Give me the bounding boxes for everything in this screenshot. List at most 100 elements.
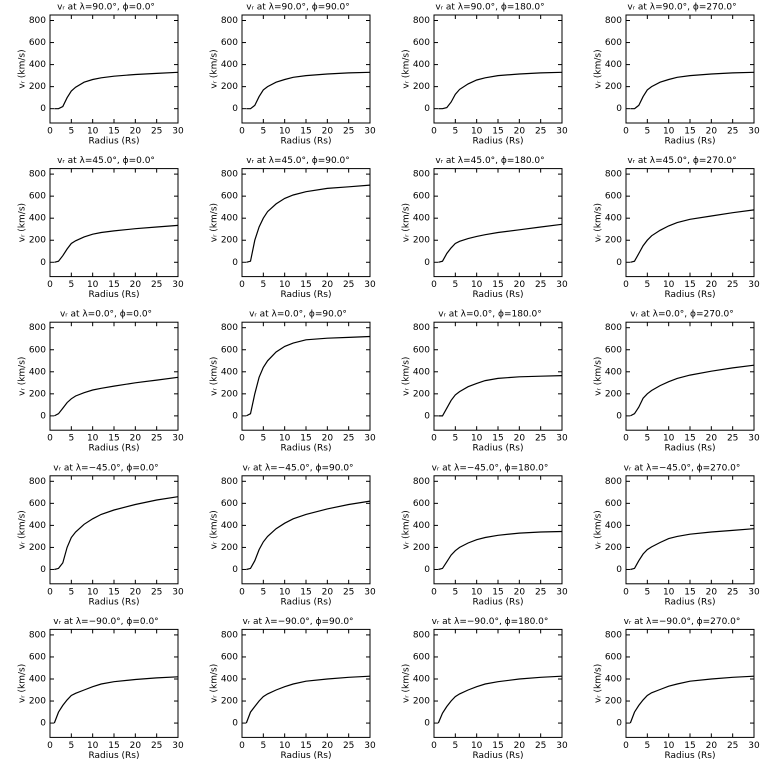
y-tick-label: 400 xyxy=(413,367,430,377)
x-tick-label: 15 xyxy=(684,587,695,597)
x-axis-label: Radius (Rs) xyxy=(280,597,331,607)
y-tick-label: 400 xyxy=(605,521,622,531)
y-tick-label: 400 xyxy=(413,674,430,684)
plot-frame xyxy=(625,628,755,738)
y-tick-label: 200 xyxy=(221,543,238,553)
plot-frame xyxy=(433,14,563,124)
y-tick-label: 200 xyxy=(221,697,238,707)
x-tick-label: 25 xyxy=(535,127,546,137)
y-tick-label: 400 xyxy=(221,367,238,377)
y-tick-label: 200 xyxy=(605,236,622,246)
y-tick-label: 0 xyxy=(616,258,622,268)
x-tick-label: 15 xyxy=(108,741,119,751)
x-tick-label: 0 xyxy=(239,741,245,751)
x-tick-label: 15 xyxy=(684,127,695,137)
y-tick-label: 600 xyxy=(413,38,430,48)
x-tick-label: 0 xyxy=(623,741,629,751)
x-axis-label: Radius (Rs) xyxy=(472,290,523,300)
x-tick-label: 20 xyxy=(514,741,526,751)
x-tick-label: 15 xyxy=(492,434,503,444)
y-tick-label: 200 xyxy=(605,389,622,399)
x-tick-label: 10 xyxy=(279,587,291,597)
x-tick-label: 10 xyxy=(471,127,483,137)
x-tick-label: 30 xyxy=(748,127,760,137)
y-tick-label: 400 xyxy=(221,674,238,684)
data-line xyxy=(245,675,371,724)
x-tick-label: 20 xyxy=(706,434,718,444)
y-tick-label: 0 xyxy=(40,565,46,575)
x-tick-label: 0 xyxy=(47,127,53,137)
chart-title: vᵣ at λ=45.0°, ϕ=180.0° xyxy=(435,156,544,166)
data-line xyxy=(630,364,755,417)
x-tick-label: 10 xyxy=(87,127,99,137)
plot-frame xyxy=(241,628,371,738)
x-tick-label: 25 xyxy=(151,280,162,290)
x-tick-label: 5 xyxy=(68,127,74,137)
x-tick-label: 10 xyxy=(471,280,483,290)
x-tick-label: 10 xyxy=(471,587,483,597)
data-line xyxy=(438,530,563,571)
plot-frame xyxy=(49,628,179,738)
x-tick-label: 5 xyxy=(452,280,458,290)
y-axis-label: vᵣ (km/s) xyxy=(210,49,220,88)
x-axis-label: Radius (Rs) xyxy=(664,751,715,761)
data-line xyxy=(54,376,179,417)
x-tick-label: 25 xyxy=(727,587,738,597)
y-tick-label: 400 xyxy=(605,60,622,70)
x-axis-label: Radius (Rs) xyxy=(664,290,715,300)
x-tick-label: 15 xyxy=(492,127,503,137)
y-tick-label: 400 xyxy=(29,60,46,70)
y-tick-label: 200 xyxy=(413,543,430,553)
x-tick-label: 20 xyxy=(130,280,142,290)
y-tick-label: 0 xyxy=(232,719,238,729)
chart-title: vᵣ at λ=45.0°, ϕ=90.0° xyxy=(246,156,350,166)
x-tick-label: 30 xyxy=(556,587,568,597)
x-tick-label: 5 xyxy=(260,127,266,137)
y-tick-label: 800 xyxy=(221,170,238,180)
y-tick-label: 0 xyxy=(424,565,430,575)
x-tick-label: 5 xyxy=(68,587,74,597)
y-tick-label: 0 xyxy=(616,565,622,575)
x-tick-label: 30 xyxy=(172,434,184,444)
chart-title: vᵣ at λ=−45.0°, ϕ=180.0° xyxy=(432,463,549,473)
y-tick-label: 600 xyxy=(221,499,238,509)
chart-title: vᵣ at λ=90.0°, ϕ=270.0° xyxy=(627,3,736,13)
y-tick-label: 800 xyxy=(605,323,622,333)
y-axis-label: vᵣ (km/s) xyxy=(210,510,220,549)
x-tick-label: 30 xyxy=(748,280,760,290)
x-tick-label: 15 xyxy=(300,127,311,137)
y-tick-label: 600 xyxy=(29,192,46,202)
chart-title: vᵣ at λ=0.0°, ϕ=90.0° xyxy=(249,310,347,320)
y-tick-label: 800 xyxy=(29,323,46,333)
x-tick-label: 20 xyxy=(322,587,334,597)
x-tick-label: 25 xyxy=(343,280,354,290)
y-axis-label: vᵣ (km/s) xyxy=(402,664,412,703)
x-tick-label: 10 xyxy=(663,434,675,444)
y-tick-label: 600 xyxy=(29,652,46,662)
chart-title: vᵣ at λ=−90.0°, ϕ=270.0° xyxy=(624,617,741,627)
y-tick-label: 400 xyxy=(221,521,238,531)
y-tick-label: 400 xyxy=(605,367,622,377)
x-tick-label: 20 xyxy=(322,434,334,444)
chart-title: vᵣ at λ=45.0°, ϕ=0.0° xyxy=(57,156,155,166)
plot-frame xyxy=(49,168,179,278)
y-tick-label: 800 xyxy=(605,16,622,26)
plot-frame xyxy=(625,14,755,124)
x-tick-label: 15 xyxy=(108,127,119,137)
y-tick-label: 600 xyxy=(605,192,622,202)
data-line xyxy=(54,224,179,263)
plot-frame xyxy=(49,475,179,585)
y-axis-label: vᵣ (km/s) xyxy=(18,49,28,88)
x-tick-label: 5 xyxy=(452,434,458,444)
x-tick-label: 10 xyxy=(471,434,483,444)
x-axis-label: Radius (Rs) xyxy=(88,290,139,300)
chart-title: vᵣ at λ=90.0°, ϕ=180.0° xyxy=(435,3,544,13)
x-tick-label: 10 xyxy=(663,127,675,137)
x-tick-label: 20 xyxy=(706,587,718,597)
x-tick-label: 20 xyxy=(706,741,718,751)
y-tick-label: 800 xyxy=(605,630,622,640)
x-tick-label: 25 xyxy=(343,741,354,751)
x-tick-label: 0 xyxy=(47,587,53,597)
y-tick-label: 200 xyxy=(605,697,622,707)
data-line xyxy=(54,496,179,571)
